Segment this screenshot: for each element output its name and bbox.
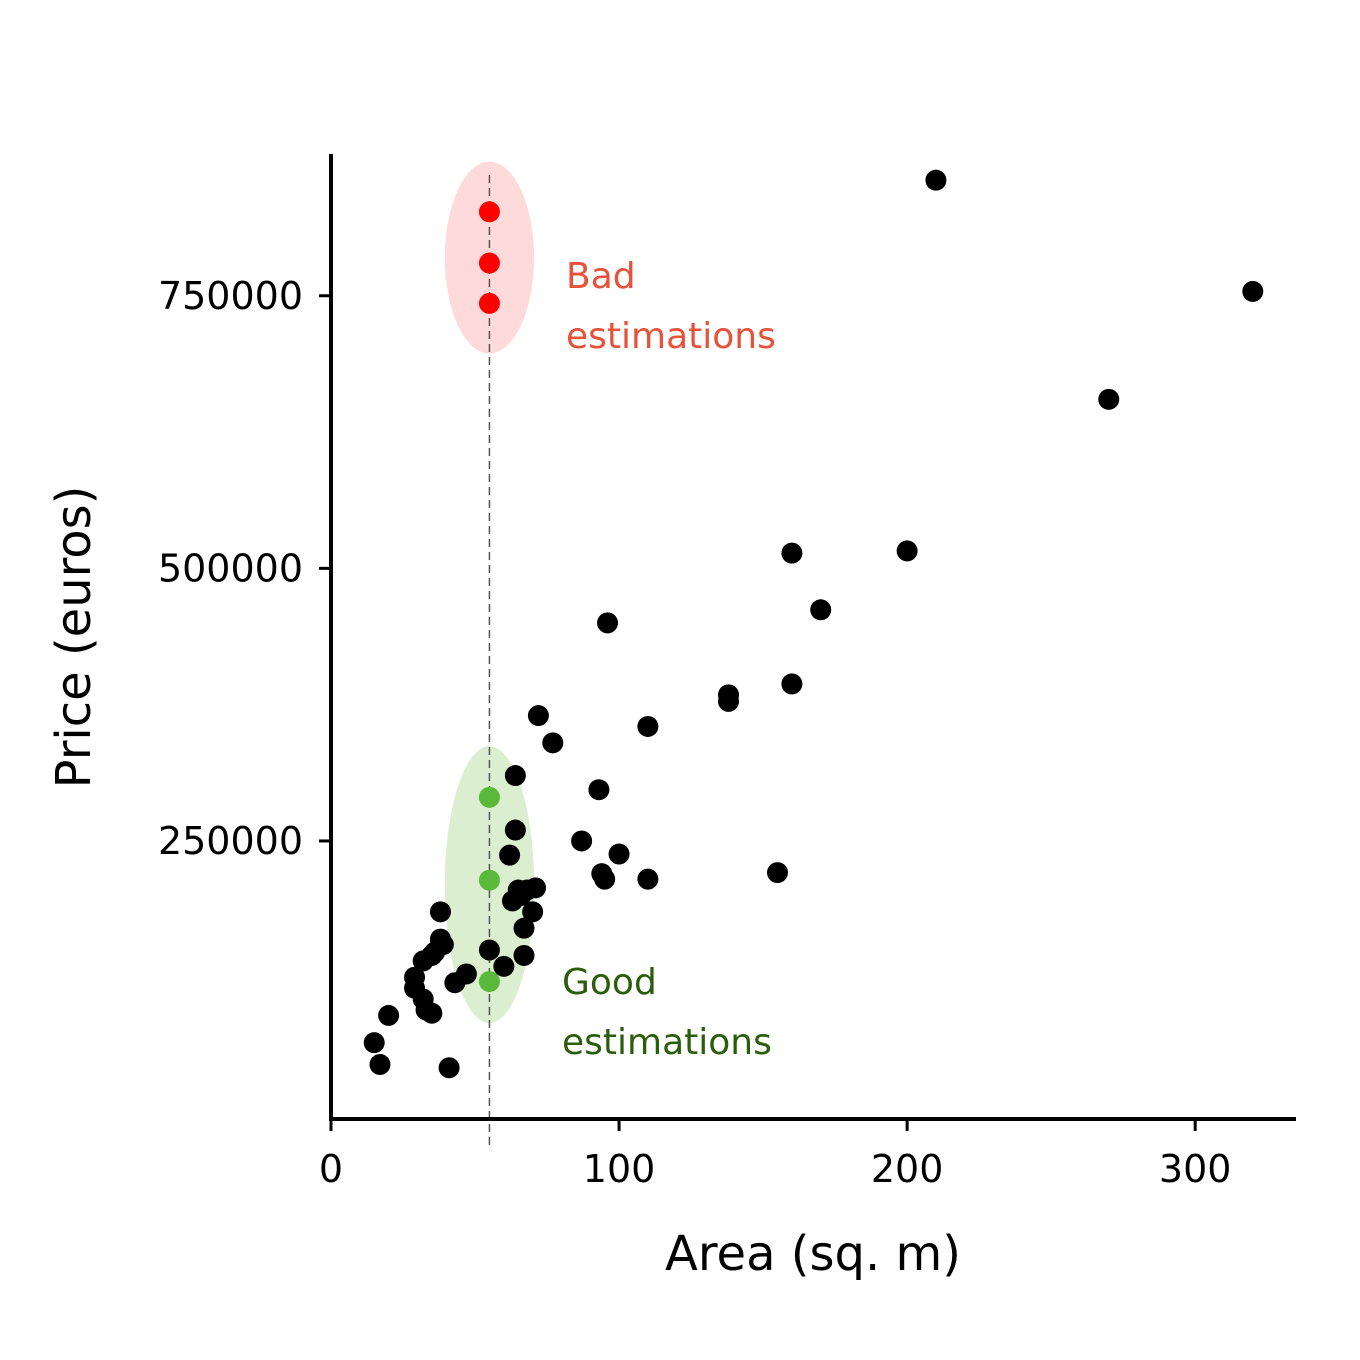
- y-axis-title: Price (euros): [46, 486, 102, 789]
- data-point: [378, 1004, 400, 1026]
- data-point: [608, 843, 630, 865]
- y-tick-label: 750000: [158, 274, 303, 318]
- data-point: [588, 779, 610, 801]
- data-point: [478, 201, 500, 223]
- data-point: [369, 1053, 391, 1075]
- data-point: [781, 673, 803, 695]
- data-point: [504, 765, 526, 787]
- data-point: [896, 540, 918, 562]
- data-point: [1242, 280, 1264, 302]
- data-point: [513, 944, 535, 966]
- data-point: [810, 599, 832, 621]
- data-point: [597, 612, 619, 634]
- y-ticks: 250000 500000 750000: [158, 274, 331, 863]
- data-point: [478, 292, 500, 314]
- data-points: [363, 169, 1264, 1079]
- data-point: [718, 690, 740, 712]
- data-point: [429, 901, 451, 923]
- data-point: [594, 868, 616, 890]
- data-point: [527, 705, 549, 727]
- data-point: [404, 966, 426, 988]
- data-point: [571, 830, 593, 852]
- data-point: [522, 901, 544, 923]
- data-point: [513, 917, 535, 939]
- x-tick-label: 300: [1159, 1147, 1232, 1191]
- data-point: [478, 252, 500, 274]
- x-ticks: 0 100 200 300: [319, 1119, 1232, 1191]
- data-point: [504, 819, 526, 841]
- data-point: [478, 971, 500, 993]
- x-tick-label: 200: [871, 1147, 944, 1191]
- y-tick-label: 500000: [158, 546, 303, 590]
- y-tick-label: 250000: [158, 819, 303, 863]
- data-point: [499, 844, 521, 866]
- data-point: [781, 542, 803, 564]
- data-point: [478, 786, 500, 808]
- x-tick-label: 0: [319, 1147, 343, 1191]
- data-point: [493, 955, 515, 977]
- annotation-label: Bad estimations: [566, 256, 776, 357]
- data-point: [438, 1057, 460, 1079]
- data-point: [525, 877, 547, 899]
- data-point: [432, 934, 454, 956]
- data-point: [925, 169, 947, 191]
- annotations: Bad estimations Good estimations: [562, 256, 776, 1063]
- data-point: [478, 869, 500, 891]
- data-point: [1098, 388, 1120, 410]
- x-axis-title: Area (sq. m): [665, 1226, 961, 1282]
- annotation-label: Good estimations: [562, 962, 772, 1063]
- axes: [329, 154, 1296, 1121]
- x-tick-label: 100: [583, 1147, 656, 1191]
- data-point: [542, 732, 564, 754]
- data-point: [455, 963, 477, 985]
- data-point: [363, 1032, 385, 1054]
- data-point: [637, 715, 659, 737]
- data-point: [478, 939, 500, 961]
- data-point: [637, 868, 659, 890]
- data-point: [766, 862, 788, 884]
- data-point: [421, 1002, 443, 1024]
